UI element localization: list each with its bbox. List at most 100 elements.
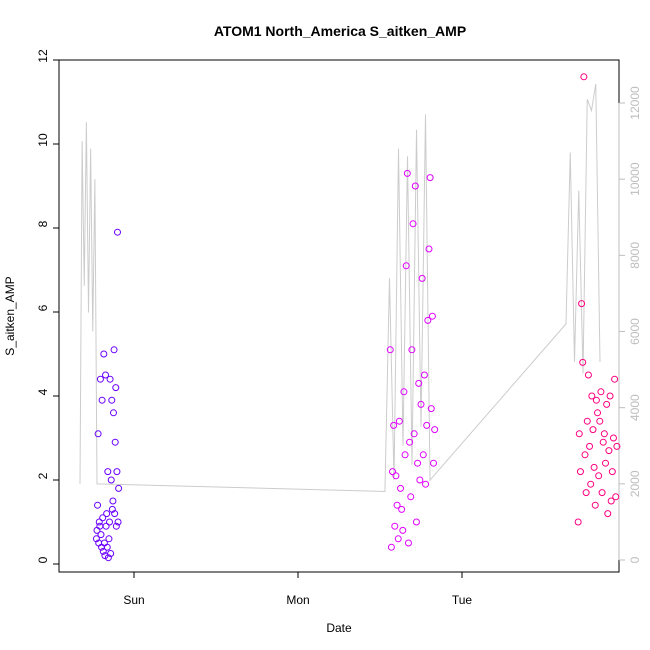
scatter-point bbox=[109, 497, 117, 505]
y2-tick-label: 2000 bbox=[628, 470, 642, 497]
scatter-point bbox=[584, 371, 592, 379]
scatter-point bbox=[596, 417, 604, 425]
y-tick-label: 4 bbox=[36, 388, 50, 395]
scatter-point bbox=[414, 459, 422, 467]
scatter-point bbox=[386, 346, 394, 354]
scatter-point bbox=[113, 468, 121, 476]
scatter-point bbox=[425, 245, 433, 253]
scatter-point bbox=[395, 417, 403, 425]
scatter-point bbox=[96, 375, 104, 383]
scatter-point bbox=[430, 459, 438, 467]
scatter-point bbox=[575, 430, 583, 438]
scatter-point bbox=[400, 388, 408, 396]
scatter-point bbox=[424, 316, 432, 324]
scatter-point bbox=[410, 430, 418, 438]
scatter-point bbox=[408, 346, 416, 354]
scatter-point bbox=[397, 484, 404, 492]
scatter-point bbox=[611, 375, 619, 383]
scatter-point bbox=[108, 396, 116, 404]
line-series-layer bbox=[79, 83, 601, 492]
scatter-point bbox=[602, 459, 609, 467]
scatter-point bbox=[113, 228, 121, 236]
scatter-point bbox=[604, 510, 612, 518]
scatter-point bbox=[106, 518, 114, 526]
scatter-point bbox=[578, 300, 586, 308]
y2-tick-label: 12000 bbox=[628, 86, 642, 120]
x-tick-label: Mon bbox=[286, 593, 309, 607]
y-tick-label: 6 bbox=[36, 304, 50, 311]
scatter-point bbox=[398, 505, 406, 513]
scatter-point bbox=[416, 476, 424, 484]
scatter-point bbox=[406, 438, 414, 446]
scatter-point bbox=[100, 350, 108, 358]
scatter-point bbox=[582, 489, 590, 497]
scatter-point bbox=[104, 468, 112, 476]
scatter-point bbox=[587, 480, 595, 488]
line-series bbox=[79, 83, 601, 492]
scatter-point bbox=[609, 434, 617, 442]
scatter-point bbox=[387, 543, 395, 551]
scatter-point bbox=[393, 501, 401, 509]
scatter-point bbox=[401, 451, 409, 459]
scatter-point bbox=[403, 169, 411, 177]
scatter-point bbox=[107, 476, 115, 484]
scatter-point bbox=[391, 522, 399, 530]
scatter-point bbox=[389, 468, 397, 476]
points-layer bbox=[92, 73, 621, 562]
scatter-point bbox=[102, 371, 110, 379]
scatter-point bbox=[390, 421, 398, 429]
scatter-point bbox=[583, 417, 591, 425]
scatter-point bbox=[422, 480, 430, 488]
scatter-point bbox=[103, 543, 111, 551]
scatter-point bbox=[427, 405, 435, 413]
scatter-point bbox=[105, 535, 113, 543]
scatter-point bbox=[94, 430, 102, 438]
scatter-point bbox=[99, 547, 107, 555]
scatter-point bbox=[98, 396, 106, 404]
scatter-point bbox=[411, 182, 419, 190]
y2-tick-label: 4000 bbox=[628, 394, 642, 421]
plot-frame bbox=[58, 59, 620, 573]
chart-title: ATOM1 North_America S_aitken_AMP bbox=[214, 23, 466, 39]
scatter-point bbox=[592, 396, 600, 404]
scatter-point bbox=[580, 73, 588, 81]
scatter-point bbox=[97, 531, 105, 539]
scatter-point bbox=[115, 484, 123, 492]
scatter-point bbox=[588, 392, 596, 400]
scatter-point bbox=[420, 371, 428, 379]
y-tick-label: 8 bbox=[36, 220, 50, 227]
y2-tick-label: 8000 bbox=[628, 242, 642, 269]
scatter-point bbox=[111, 510, 119, 518]
scatter-point bbox=[110, 346, 118, 354]
scatter-point bbox=[108, 505, 116, 513]
scatter-point bbox=[606, 392, 614, 400]
scatter-point bbox=[576, 468, 584, 476]
scatter-point bbox=[111, 438, 119, 446]
scatter-point bbox=[605, 447, 613, 455]
scatter-point bbox=[112, 522, 120, 530]
scatter-point bbox=[394, 535, 402, 543]
scatter-point bbox=[431, 426, 439, 434]
scatter-point bbox=[612, 493, 620, 501]
scatter-point bbox=[402, 262, 410, 270]
scatter-point bbox=[110, 409, 117, 417]
scatter-point bbox=[95, 518, 103, 526]
scatter-point bbox=[586, 442, 594, 450]
scatter-point bbox=[114, 518, 122, 526]
scatter-point bbox=[102, 522, 110, 530]
scatter-point bbox=[392, 472, 400, 480]
scatter-point bbox=[613, 442, 621, 450]
x-tick-label: Sun bbox=[123, 593, 144, 607]
scatter-point bbox=[603, 400, 611, 408]
scatter-point bbox=[96, 522, 104, 530]
scatter-point bbox=[589, 426, 597, 434]
y2-tick-label: 0 bbox=[628, 556, 642, 563]
scatter-point bbox=[598, 489, 606, 497]
scatter-point bbox=[106, 375, 114, 383]
y-tick-label: 10 bbox=[36, 133, 50, 147]
scatter-point bbox=[608, 468, 616, 476]
scatter-point bbox=[423, 421, 431, 429]
scatter-point bbox=[419, 451, 427, 459]
x-tick-label: Tue bbox=[452, 593, 473, 607]
